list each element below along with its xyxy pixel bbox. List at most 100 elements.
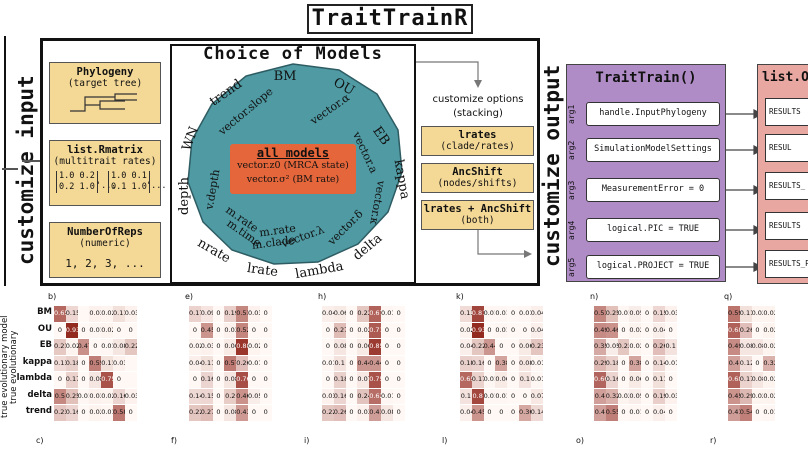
heatmap-cell: 0.01 bbox=[77, 388, 90, 404]
heatmap-cell: 0.05 bbox=[629, 388, 642, 404]
heatmap-cell: 0.02 bbox=[763, 388, 776, 404]
heatmap-cell: 0.11 bbox=[739, 306, 752, 322]
tree-icon bbox=[70, 93, 137, 112]
heatmap-cell: 0.8 bbox=[471, 388, 484, 404]
heatmap-cell: 0.02 bbox=[248, 339, 260, 355]
rmatrix-matrices: 1.0 0.2 0.2 1.0 '... 1.0 0.1 0.1 1.0 '..… bbox=[50, 167, 166, 201]
heatmap-cell: 0.68 bbox=[728, 322, 740, 338]
panel-top-letter: q) bbox=[724, 292, 733, 301]
panel-bottom-letter: f) bbox=[171, 436, 177, 445]
heatmap-cell: 0 bbox=[113, 322, 125, 338]
heatmap-cell: 0 bbox=[664, 322, 677, 338]
heatmap-cell: 0.65 bbox=[54, 306, 66, 322]
option-both-header: lrates + AncShift bbox=[423, 203, 532, 215]
heatmap-cell: 0 bbox=[212, 339, 225, 355]
heatmap-cell: 0 bbox=[248, 372, 260, 388]
heatmap-cell: 0 bbox=[392, 355, 405, 371]
left-edge-frame bbox=[0, 36, 6, 286]
heatmap-cell: 0.01 bbox=[629, 405, 642, 421]
heatmap-cell: 0 bbox=[381, 322, 393, 338]
heatmap-cell: 0.03 bbox=[664, 306, 677, 322]
heatmap-cell: 0.02 bbox=[751, 388, 764, 404]
matrix-b-ellipsis: '... bbox=[146, 181, 167, 191]
panel-bottom-letter: i) bbox=[304, 436, 310, 445]
heatmap-cell: 0.01 bbox=[322, 355, 334, 371]
heatmap-cell: 0.22 bbox=[357, 306, 370, 322]
customize-input-label: customize input bbox=[14, 75, 38, 265]
heatmap-cell: 0 bbox=[345, 306, 358, 322]
heatmap-cell: 0 bbox=[212, 405, 225, 421]
models-polygon: BM OU EB kappa delta lambda lrate nrate … bbox=[177, 63, 412, 282]
heatmap-cell: 0.13 bbox=[54, 355, 66, 371]
heatmap-cell: 0.52 bbox=[236, 322, 248, 338]
options-label: customize options bbox=[432, 94, 524, 105]
param-m-rate-a: m.rate bbox=[258, 222, 296, 240]
heatmap-cell: 0.09 bbox=[200, 306, 213, 322]
heatmap-cell: 0 bbox=[345, 405, 358, 421]
heatmap-cell: 0.08 bbox=[519, 355, 531, 371]
all-models-line2: vector.σ² (BM rate) bbox=[246, 174, 340, 185]
heatmap-cell: 0.1 bbox=[460, 388, 472, 404]
heatmap-cell: 0 bbox=[248, 322, 260, 338]
heatmap-cell: 0 bbox=[519, 388, 531, 404]
heatmap-cell: 0 bbox=[212, 355, 225, 371]
heatmap-cell: 0.04 bbox=[653, 405, 665, 421]
heatmap-cell: 0 bbox=[259, 355, 272, 371]
models-title: Choice of Models bbox=[203, 44, 383, 64]
heatmap-cell: 0.27 bbox=[333, 322, 346, 338]
arg5-box: logical.PROJECT = TRUE bbox=[586, 255, 720, 279]
output-item-1: RESULTS bbox=[765, 98, 808, 126]
heatmap-cell: 0 bbox=[392, 388, 405, 404]
heatmap-cell: 0.01 bbox=[495, 306, 508, 322]
heatmap-cell: 0.06 bbox=[333, 306, 346, 322]
heatmap-cell: 0.05 bbox=[605, 339, 618, 355]
heatmap-cell: 0.23 bbox=[530, 339, 543, 355]
matrix-a-row1: 1.0 0.2 bbox=[59, 171, 95, 181]
heatmap-cell: 0.01 bbox=[495, 322, 508, 338]
heatmap-cell: 0 bbox=[322, 339, 334, 355]
heatmap-row-label-lambda: lambda bbox=[16, 373, 52, 383]
heatmap-cell: 0 bbox=[507, 372, 519, 388]
heatmap-cell: 0 bbox=[345, 372, 358, 388]
heatmap-cell: 0.15 bbox=[65, 306, 78, 322]
heatmap-cell: 0 bbox=[641, 306, 653, 322]
heatmap-cell: 0.23 bbox=[54, 405, 66, 421]
heatmap-cell: 0 bbox=[89, 339, 102, 355]
heatmap-cell: 0 bbox=[381, 339, 393, 355]
heatmap-cell: 0 bbox=[212, 372, 225, 388]
heatmap-cell: 0 bbox=[641, 339, 653, 355]
heatmap-cell: 0.27 bbox=[200, 405, 213, 421]
options-arrow-top bbox=[416, 61, 482, 88]
heatmap-cell: 0 bbox=[392, 306, 405, 322]
heatmap-cell: 0 bbox=[617, 355, 630, 371]
heatmap-cell: 0.1 bbox=[519, 372, 531, 388]
heatmap-cell: 0 bbox=[664, 372, 677, 388]
heatmap-cell: 0.45 bbox=[471, 405, 484, 421]
heatmap-cell: 0 bbox=[77, 355, 90, 371]
all-models-title: all models bbox=[256, 146, 330, 160]
heatmap-cell: 0.08 bbox=[333, 339, 346, 355]
panel-top-letter: e) bbox=[185, 292, 194, 301]
heatmap-cell: 0.08 bbox=[381, 405, 393, 421]
heatmap-cell: 0.01 bbox=[519, 306, 531, 322]
heatmap-cell: 0 bbox=[495, 405, 508, 421]
model-depth: depth bbox=[177, 176, 192, 215]
heatmap-cell: 0.29 bbox=[739, 388, 752, 404]
heatmap-cell: 0.04 bbox=[530, 322, 543, 338]
heatmap-cell: 0.01 bbox=[381, 388, 393, 404]
heatmap-cell: 0.26 bbox=[333, 405, 346, 421]
heatmap-cell: 0 bbox=[345, 388, 358, 404]
heatmap-cell: 0.03 bbox=[322, 388, 334, 404]
heatmap-cell: 0.62 bbox=[369, 388, 381, 404]
heatmap-cell: 0.08 bbox=[751, 339, 764, 355]
heatmap-cell: 0.16 bbox=[113, 388, 125, 404]
model-lrate: lrate bbox=[246, 261, 279, 280]
output-item-5: RESULTS_P bbox=[765, 250, 808, 278]
heatmap-cell: 0.02 bbox=[629, 322, 642, 338]
heatmap-cell: 0.16 bbox=[605, 372, 618, 388]
heatmap-cell: 0 bbox=[507, 355, 519, 371]
heatmap-cell: 0 bbox=[392, 322, 405, 338]
heatmap-cell: 0 bbox=[259, 339, 272, 355]
heatmap-cell: 0.04 bbox=[653, 322, 665, 338]
heatmap-cell: 0.22 bbox=[617, 339, 630, 355]
